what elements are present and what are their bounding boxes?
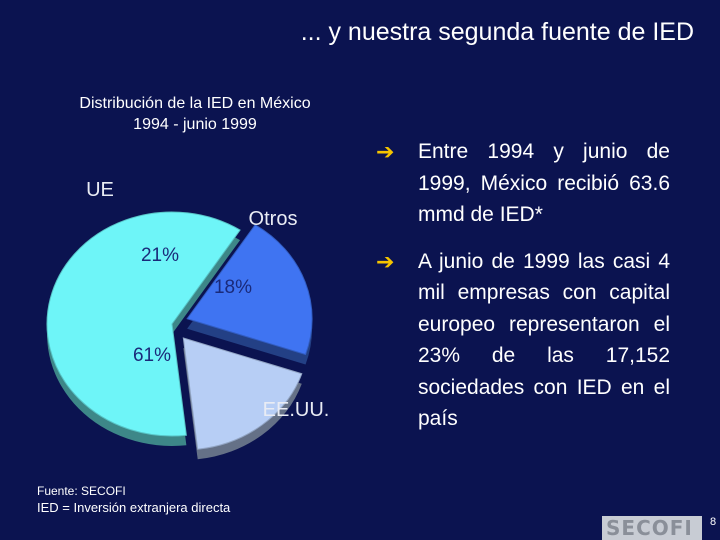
- chart-subtitle: 1994 - junio 1999: [133, 116, 257, 133]
- bullet-item: ➔ A junio de 1999 las casi 4 mil empresa…: [376, 246, 670, 435]
- slice-label: EE.UU.: [263, 399, 330, 421]
- slice-label: UE: [86, 179, 114, 201]
- bullet-list: ➔ Entre 1994 y junio de 1999, México rec…: [376, 136, 670, 450]
- arrow-right-icon: ➔: [376, 139, 395, 164]
- secofi-logo: SECOFI: [602, 516, 702, 540]
- slice-value-label: 61%: [133, 345, 171, 366]
- arrow-right-icon: ➔: [376, 248, 395, 274]
- pie-slice-otros: [182, 337, 303, 450]
- pie-slice-ue: [186, 224, 313, 356]
- slice-value-label: 21%: [141, 245, 179, 266]
- pie-chart: UE 21% Otros 18% EE.UU. 61%: [46, 179, 330, 460]
- chart-title: Distribución de la IED en México 1994 - …: [50, 93, 340, 135]
- pie-slice-eeuu: [46, 211, 241, 437]
- slice-value-label: 18%: [214, 277, 252, 298]
- bullet-text: Entre 1994 y junio de 1999, México recib…: [418, 140, 670, 226]
- slide-title: ... y nuestra segunda fuente de IED: [300, 18, 694, 46]
- bullet-item: ➔ Entre 1994 y junio de 1999, México rec…: [376, 136, 670, 231]
- definition-note: IED = Inversión extranjera directa: [37, 500, 231, 515]
- slice-label: Otros: [249, 208, 298, 230]
- chart-title-main: Distribución de la IED en México: [79, 95, 311, 112]
- page-number: 8: [710, 516, 717, 528]
- bullet-text: A junio de 1999 las casi 4 mil empresas …: [418, 249, 670, 431]
- source-note: Fuente: SECOFI: [37, 484, 126, 498]
